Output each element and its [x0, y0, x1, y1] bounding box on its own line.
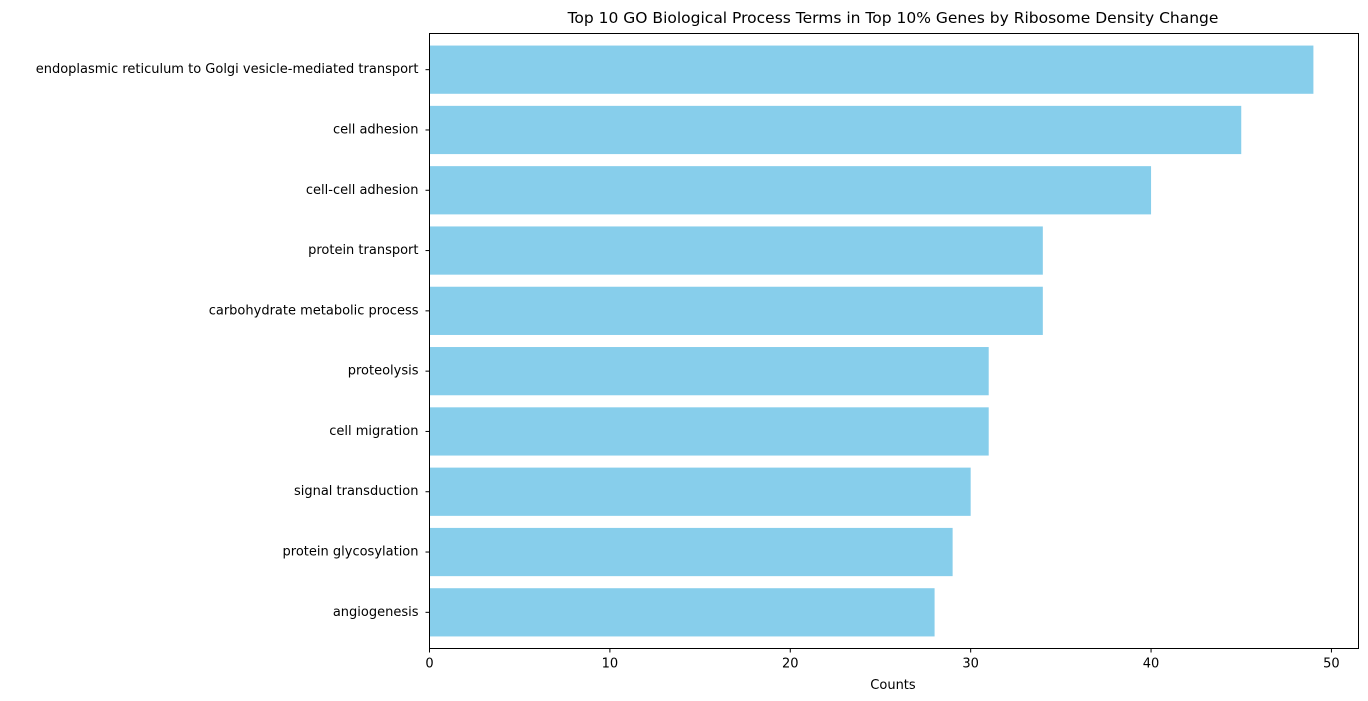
y-tick-label: proteolysis	[348, 364, 419, 379]
plot-frame	[429, 33, 1359, 649]
y-tick-label: carbohydrate metabolic process	[209, 303, 419, 318]
x-tick-label: 50	[1323, 657, 1340, 672]
bar	[429, 105, 1242, 155]
bar	[429, 166, 1152, 215]
bar	[429, 286, 1043, 335]
bar	[429, 407, 989, 456]
bar	[429, 347, 989, 396]
y-tick-label: cell adhesion	[333, 122, 419, 137]
bar	[429, 226, 1043, 275]
y-tick-label: signal transduction	[294, 484, 419, 499]
x-tick-label: 30	[962, 657, 979, 672]
bars-group	[429, 45, 1314, 637]
x-axis-label: Counts	[870, 678, 916, 693]
y-tick-label: angiogenesis	[333, 605, 419, 620]
x-tick-label: 20	[782, 657, 799, 672]
bar	[429, 527, 953, 577]
y-tick-labels: endoplasmic reticulum to Golgi vesicle-m…	[36, 62, 430, 620]
bar	[429, 45, 1314, 94]
x-ticks: 0 10 20 30 40 50	[425, 648, 1340, 672]
x-tick-label: 40	[1143, 657, 1160, 672]
y-tick-label: protein transport	[308, 243, 418, 258]
y-tick-label: cell migration	[329, 424, 418, 439]
y-tick-label: protein glycosylation	[283, 545, 419, 560]
x-tick-label: 0	[425, 657, 433, 672]
bar	[429, 467, 971, 516]
chart-title: Top 10 GO Biological Process Terms in To…	[567, 9, 1219, 27]
y-tick-label: cell-cell adhesion	[306, 183, 419, 198]
y-tick-label: endoplasmic reticulum to Golgi vesicle-m…	[36, 62, 419, 77]
x-tick-label: 10	[602, 657, 619, 672]
axes-frame	[429, 33, 1359, 649]
bar	[429, 588, 935, 637]
